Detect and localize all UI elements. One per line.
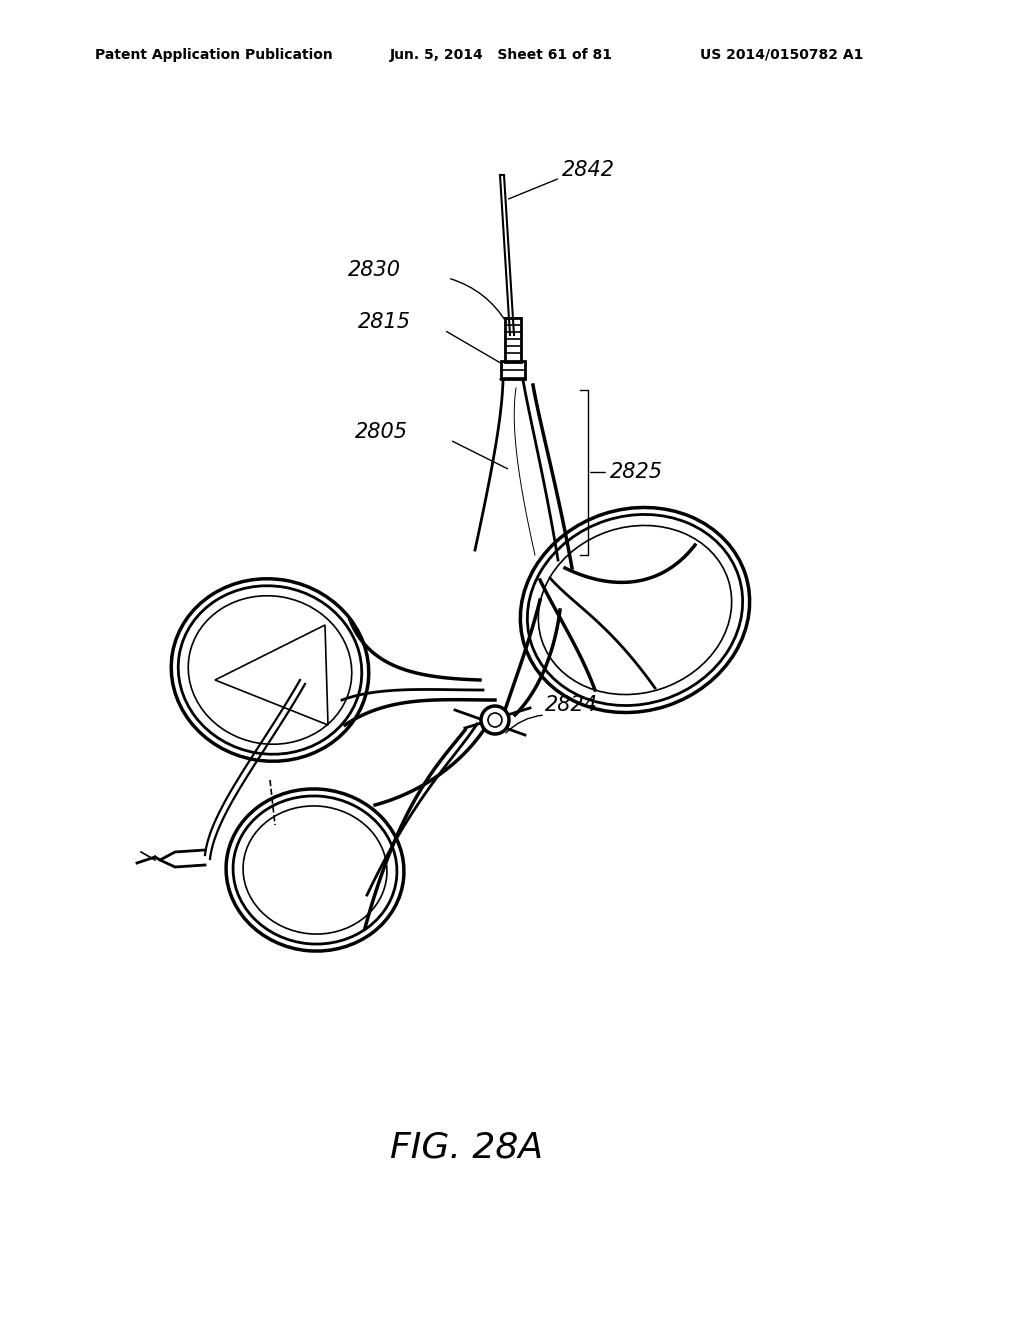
- Text: Jun. 5, 2014   Sheet 61 of 81: Jun. 5, 2014 Sheet 61 of 81: [390, 48, 613, 62]
- Text: FIG. 28A: FIG. 28A: [390, 1130, 543, 1164]
- Text: US 2014/0150782 A1: US 2014/0150782 A1: [700, 48, 863, 62]
- Bar: [505, 318, 521, 362]
- Text: Patent Application Publication: Patent Application Publication: [95, 48, 333, 62]
- Text: 2805: 2805: [355, 422, 408, 442]
- Text: 2842: 2842: [562, 160, 615, 180]
- Circle shape: [481, 706, 509, 734]
- Text: 2824: 2824: [545, 696, 598, 715]
- Text: 2830: 2830: [348, 260, 401, 280]
- Text: 2815: 2815: [358, 312, 411, 333]
- Text: 2825: 2825: [610, 462, 663, 483]
- Bar: [501, 360, 525, 379]
